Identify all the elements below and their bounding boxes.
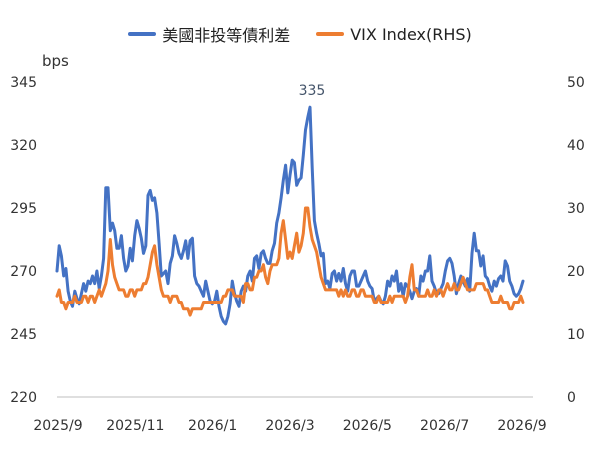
- legend-label-spread: 美國非投等債利差: [162, 26, 291, 45]
- x-tick-label: 2025/11: [106, 418, 164, 434]
- y-right-tick-label: 30: [567, 201, 585, 217]
- y-right-tick-label: 10: [567, 327, 585, 343]
- y-left-tick-label: 345: [10, 75, 37, 91]
- legend-item-spread: 美國非投等債利差: [128, 22, 290, 46]
- y-left-tick-label: 295: [10, 201, 37, 217]
- legend-item-vix: VIX Index(RHS): [316, 22, 472, 46]
- legend-swatch-spread: [128, 32, 157, 36]
- y-left-tick-label: 270: [10, 264, 37, 280]
- legend-label-vix: VIX Index(RHS): [350, 24, 472, 44]
- peak-data-label: 335: [299, 83, 326, 99]
- y-right-tick-label: 50: [567, 75, 585, 91]
- y-right-tick-label: 20: [567, 264, 585, 280]
- x-tick-label: 2026/1: [188, 418, 237, 434]
- y-left-tick-label: 320: [10, 138, 37, 154]
- legend: 美國非投等債利差 VIX Index(RHS): [0, 22, 600, 46]
- left-axis-unit-label: bps: [42, 52, 69, 70]
- legend-swatch-vix: [316, 32, 345, 36]
- x-tick-label: 2026/9: [497, 418, 546, 434]
- y-left-tick-label: 220: [10, 390, 37, 406]
- series-line-vix: [55, 206, 525, 317]
- y-right-tick-label: 40: [567, 138, 585, 154]
- x-tick-label: 2026/5: [343, 418, 392, 434]
- y-left-tick-label: 245: [10, 327, 37, 343]
- y-right-tick-label: 0: [567, 390, 576, 406]
- x-tick-label: 2026/3: [265, 418, 314, 434]
- series-line-spread: [55, 105, 525, 326]
- x-tick-label: 2026/7: [420, 418, 469, 434]
- x-tick-label: 2025/9: [33, 418, 82, 434]
